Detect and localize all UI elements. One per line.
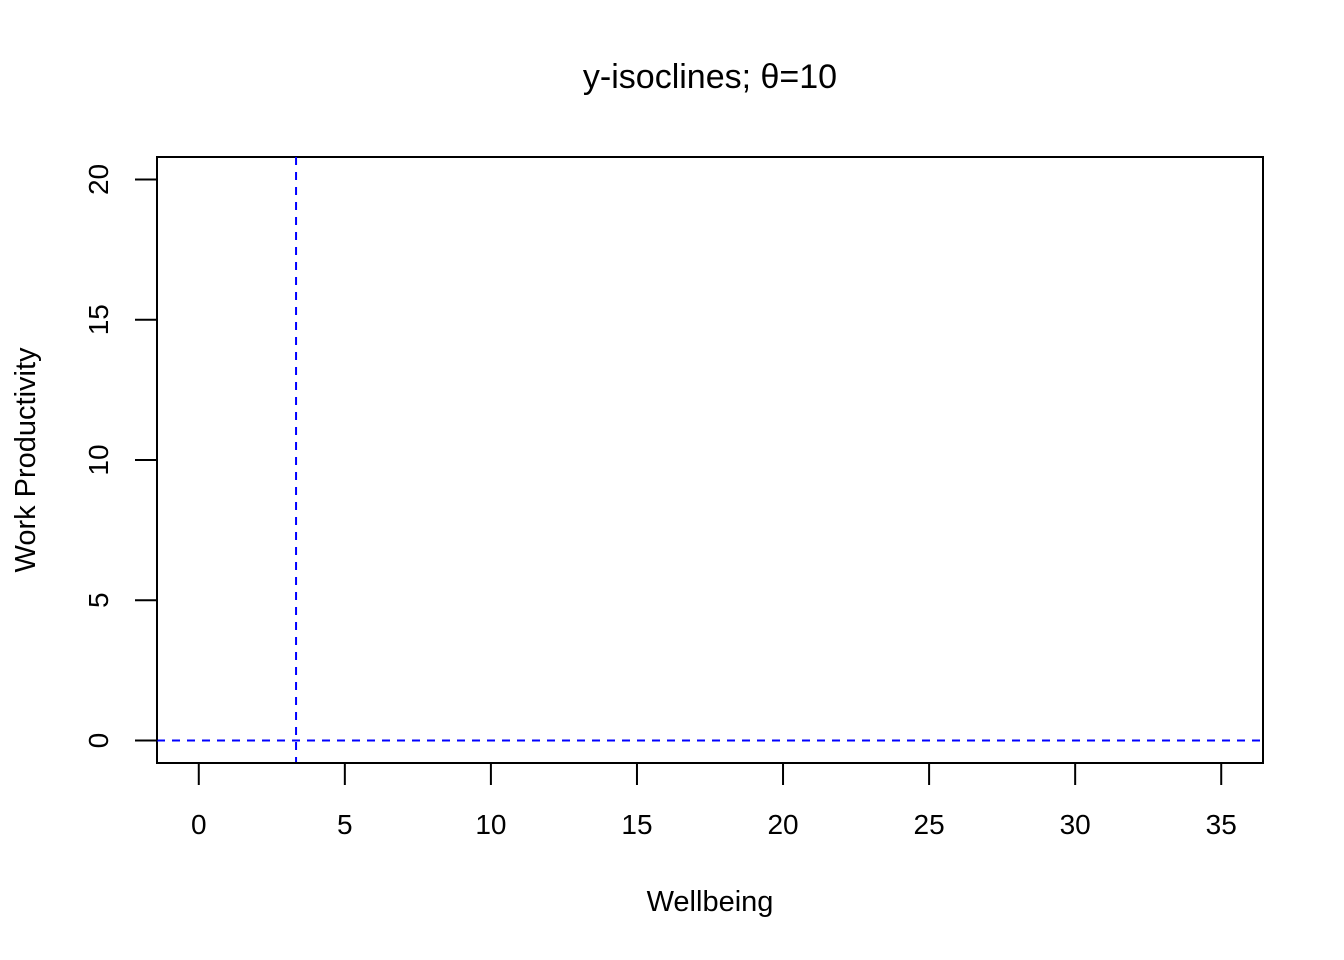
x-axis-title: Wellbeing: [647, 886, 774, 918]
y-axis-title: Work Productivity: [10, 347, 42, 573]
x-tick-label: 35: [1206, 809, 1237, 840]
x-tick-label: 10: [475, 809, 506, 840]
x-tick-label: 5: [337, 809, 353, 840]
x-tick-label: 30: [1060, 809, 1091, 840]
x-tick-label: 25: [914, 809, 945, 840]
y-tick-label: 5: [83, 592, 114, 608]
y-tick-label: 15: [83, 304, 114, 335]
plot-frame: [156, 156, 1264, 764]
y-tick-label: 20: [83, 164, 114, 195]
chart-title: y-isoclines; θ=10: [583, 58, 837, 96]
y-axis: 0 5 10 15 20: [83, 164, 158, 749]
x-tick-label: 0: [191, 809, 207, 840]
x-tick-label: 15: [621, 809, 652, 840]
plot-area: [156, 156, 1264, 764]
y-tick-label: 0: [83, 733, 114, 749]
y-tick-label: 10: [83, 444, 114, 475]
x-axis: 0 5 10 15 20 25 30 35: [191, 762, 1237, 840]
x-tick-label: 20: [767, 809, 798, 840]
